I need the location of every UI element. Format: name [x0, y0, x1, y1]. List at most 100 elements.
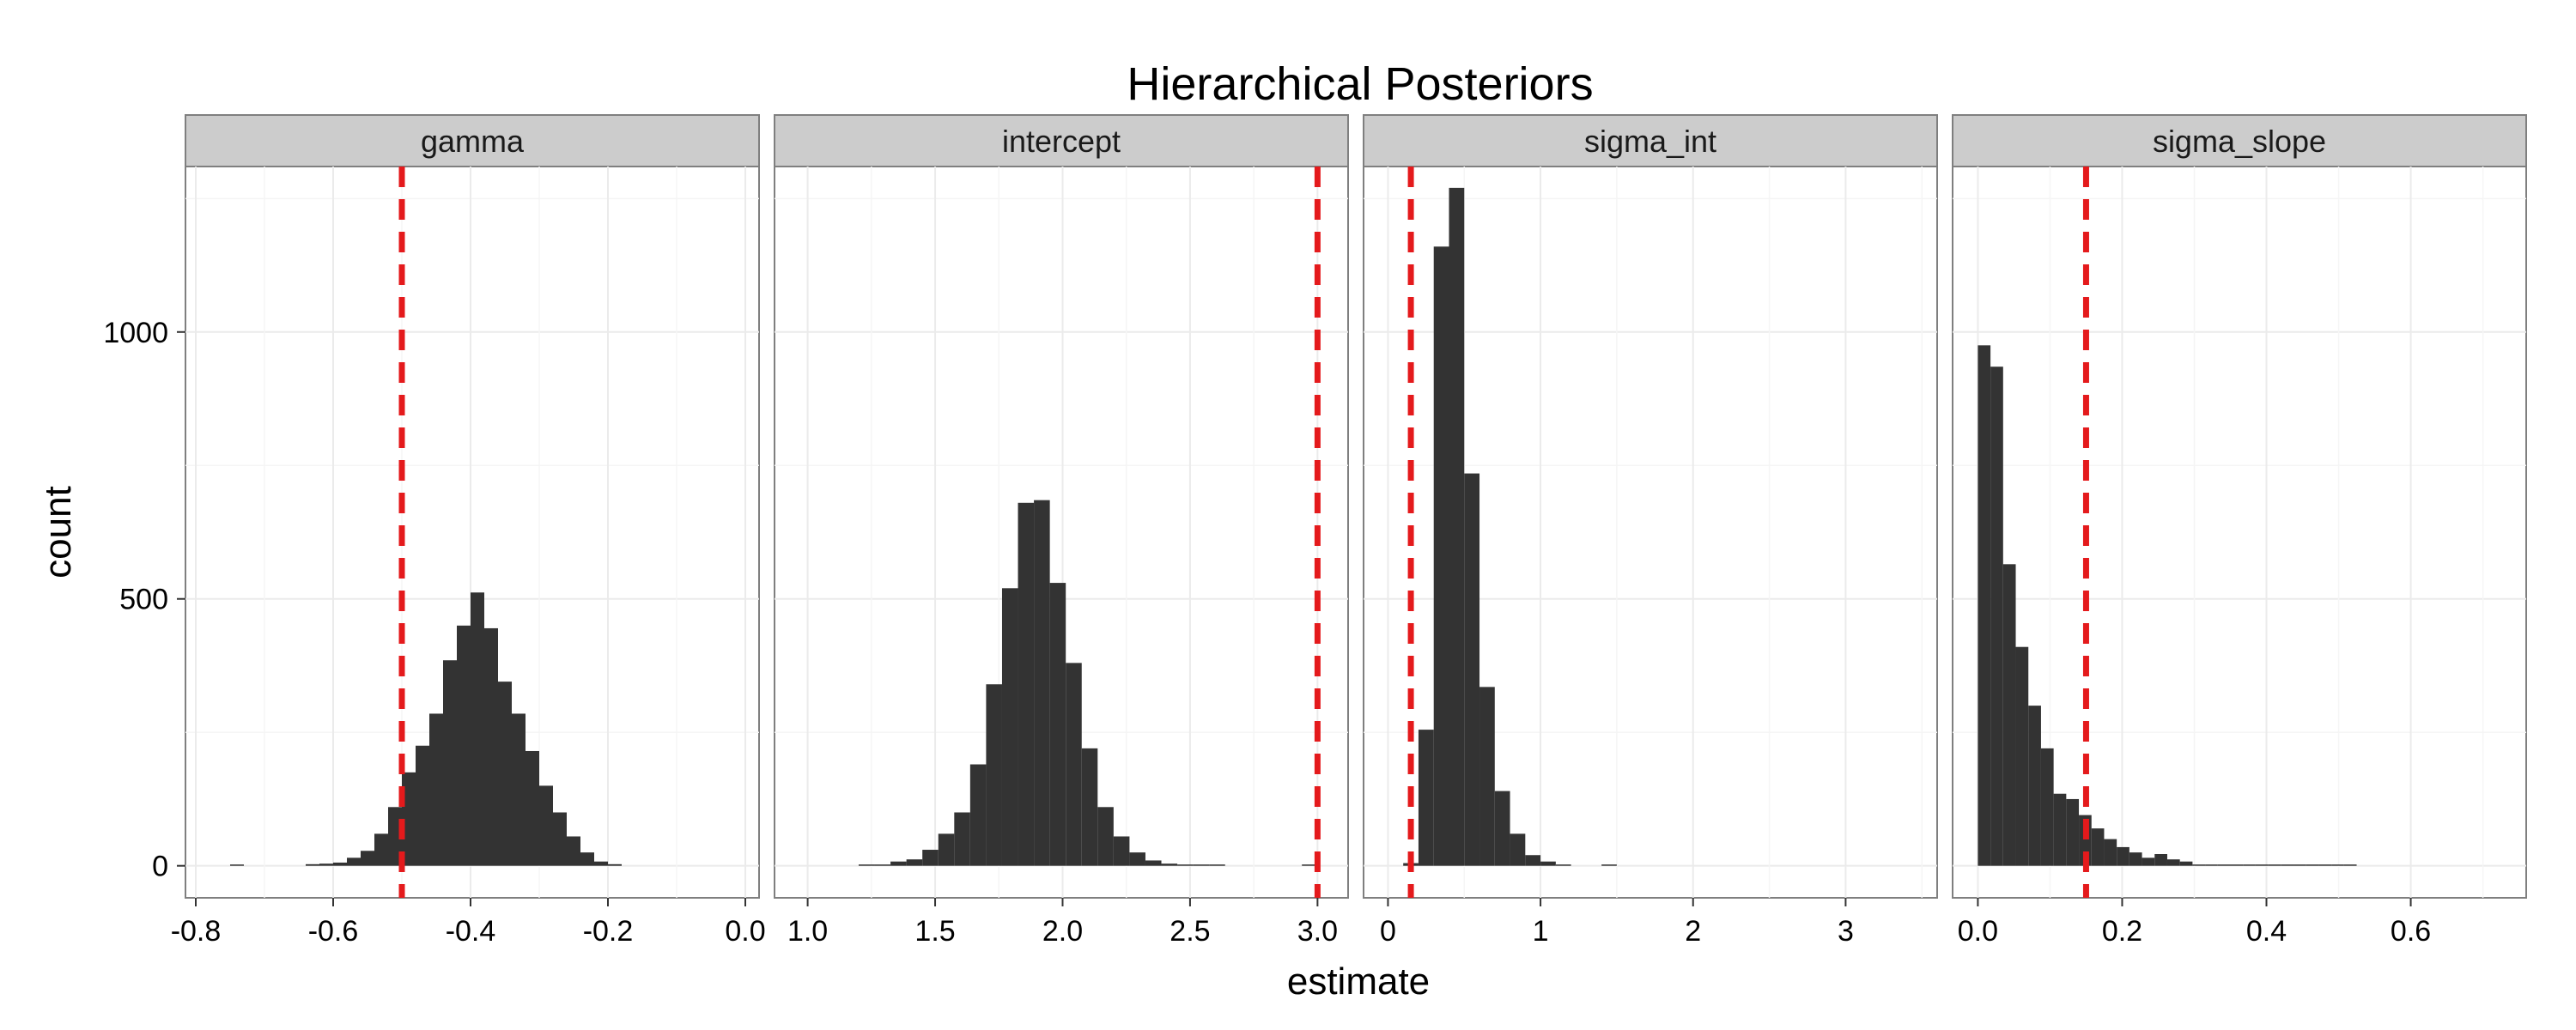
histogram-bar	[1145, 860, 1162, 866]
facet-strip-label: intercept	[1002, 124, 1121, 159]
histogram-bar	[1193, 864, 1210, 866]
histogram-bar	[2117, 846, 2129, 866]
histogram-bar	[1464, 473, 1480, 866]
histogram-bar	[2230, 864, 2244, 866]
histogram-bar	[2318, 864, 2332, 866]
x-tick-label: -0.2	[583, 915, 634, 948]
histogram-bar	[1978, 345, 1991, 866]
histogram-bar	[2028, 706, 2041, 866]
histogram-bar	[443, 660, 457, 866]
x-axis: 1.0 1.5 2.0 2.5 3.0	[787, 898, 1338, 948]
histogram-bar	[1018, 502, 1035, 866]
histogram-bar	[2306, 864, 2319, 866]
histogram-bar	[1510, 833, 1526, 866]
x-axis: -0.8 -0.6 -0.4 -0.2 0.0	[171, 898, 766, 948]
histogram-bar	[1555, 864, 1571, 866]
histogram-bar	[567, 836, 580, 866]
facet-strip-label: sigma_slope	[2153, 124, 2326, 159]
histogram-bar	[402, 772, 416, 866]
histogram-bar	[1525, 855, 1541, 866]
histogram-bar	[1209, 864, 1225, 866]
histogram-bar	[498, 682, 512, 866]
histogram-bar	[306, 863, 319, 866]
x-tick-label: -0.8	[171, 915, 222, 948]
histogram-bar	[2104, 839, 2117, 866]
facet-strip	[185, 114, 760, 167]
histogram-bar	[594, 861, 608, 866]
histogram-bar	[2293, 864, 2306, 866]
histogram-bar	[1449, 187, 1465, 866]
histogram-bar	[1129, 852, 1145, 866]
panel-sigma-slope: sigma_slope 0.0 0.2 0.4 0.6	[1952, 114, 2527, 948]
histogram-bar	[2205, 864, 2218, 866]
histogram-bar	[1433, 246, 1449, 866]
x-tick-label: 1.0	[787, 915, 828, 948]
histogram-bar	[2015, 646, 2029, 866]
histogram-bar	[429, 713, 443, 866]
facet-strip-label: gamma	[421, 124, 525, 159]
histogram-bar	[319, 863, 333, 866]
histogram-bar	[2343, 864, 2357, 866]
x-tick-label: 0.4	[2246, 915, 2287, 948]
chart-title: Hierarchical Posteriors	[1127, 58, 1593, 110]
histogram-bar	[2217, 864, 2231, 866]
histogram-bar	[1540, 861, 1556, 866]
histogram-bar	[333, 862, 347, 866]
histogram-bar	[608, 863, 622, 866]
histogram-bar	[1066, 663, 1082, 866]
histogram-bar	[526, 750, 539, 866]
histogram-bar	[1302, 864, 1318, 866]
x-tick-label: 0.0	[725, 915, 765, 948]
histogram-bar	[580, 852, 594, 866]
histogram-bar	[969, 764, 987, 866]
histogram-bar	[1418, 730, 1434, 866]
histogram-bar	[374, 833, 388, 866]
histogram-bar	[1113, 836, 1130, 866]
histogram-bar	[1161, 863, 1178, 866]
x-tick-label: 1	[1533, 915, 1549, 948]
histogram-bar	[1081, 748, 1098, 866]
histogram-bar	[938, 833, 955, 866]
histogram-bars	[230, 592, 622, 866]
x-tick-label: 3.0	[1297, 915, 1338, 948]
histogram-bar	[1601, 864, 1617, 866]
histogram-bar	[1034, 500, 1050, 866]
facet-strip-label: sigma_int	[1584, 124, 1716, 159]
histogram-bar	[954, 812, 970, 866]
histogram-bar	[1990, 367, 2003, 866]
facet-panels: gamma -0.8 -0.6 -0.4 -0.2 0.0 intercept 1.0 1.5 2…	[171, 114, 2527, 948]
histogram-bar	[2142, 857, 2155, 866]
histogram-bar	[484, 627, 498, 866]
histogram-bar	[1177, 864, 1194, 866]
histogram-bar	[1494, 791, 1510, 866]
histogram-bar	[874, 864, 891, 866]
histogram-bar	[2192, 864, 2206, 866]
histogram-bar	[1001, 588, 1018, 866]
histogram-bar	[2331, 864, 2344, 866]
histogram-bar	[1049, 583, 1066, 866]
histogram-bars	[1403, 187, 1617, 866]
histogram-bar	[2091, 828, 2105, 866]
histogram-bars	[1978, 345, 2357, 866]
histogram-bar	[416, 745, 429, 866]
histogram-bar	[2002, 564, 2016, 866]
x-tick-label: 0.2	[2102, 915, 2142, 948]
x-tick-label: 1.5	[914, 915, 955, 948]
histogram-bar	[2255, 864, 2269, 866]
histogram-bar	[512, 713, 526, 866]
y-tick-label: 1000	[103, 317, 168, 349]
x-axis: 0.0 0.2 0.4 0.6	[1958, 898, 2431, 948]
histogram-bar	[361, 851, 374, 866]
histogram-bar	[2154, 854, 2167, 866]
histogram-bar	[1479, 687, 1495, 866]
histogram-bar	[388, 807, 402, 866]
x-tick-label: 2	[1685, 915, 1701, 948]
histogram-bars	[858, 500, 1318, 866]
histogram-bar	[457, 625, 471, 866]
histogram-bar	[1097, 807, 1114, 866]
histogram-bar	[230, 864, 244, 866]
histogram-bar	[922, 850, 939, 866]
facet-strip	[774, 114, 1349, 167]
histogram-bar	[471, 592, 484, 866]
